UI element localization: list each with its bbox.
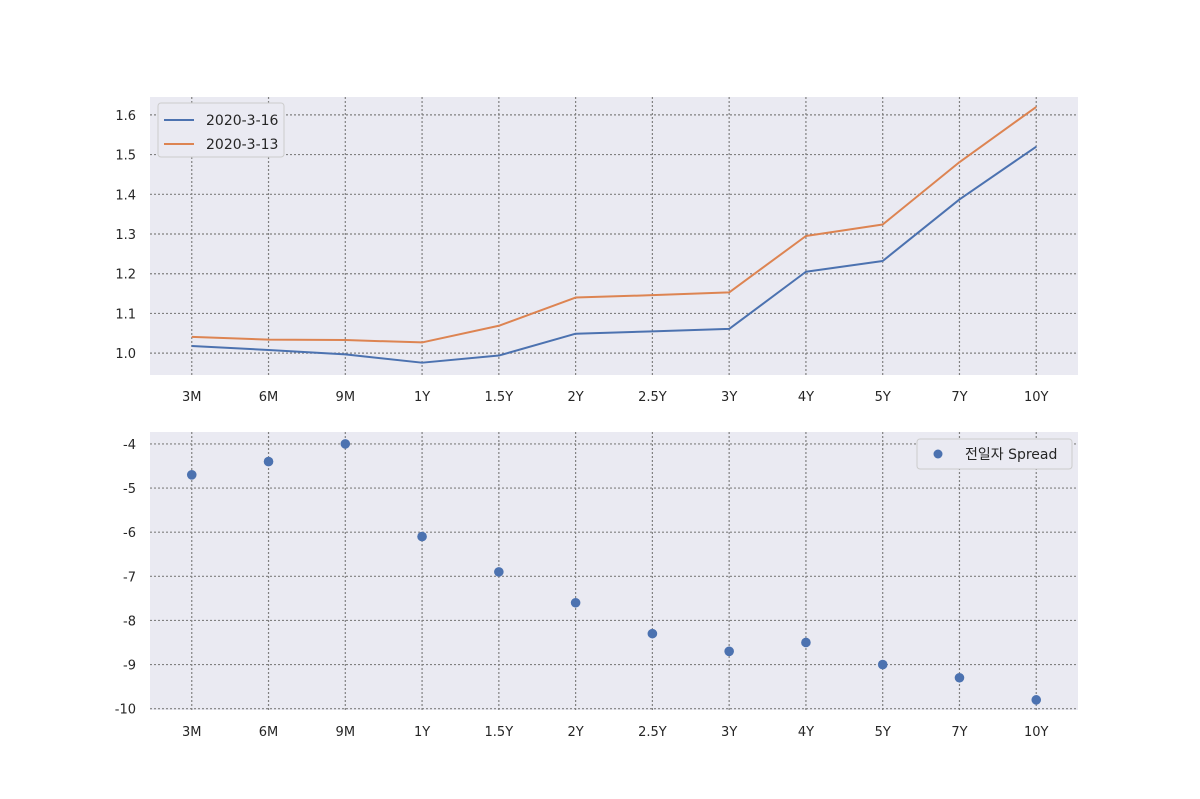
x-tick-label-2y: 2Y	[568, 390, 584, 405]
legend-label-series-1: 2020-3-16	[206, 113, 279, 129]
spread-scatter-chart: 3M 6M 9M 1Y 1.5Y 2Y 2.5Y 3Y 4Y 5Y 7Y 10Y -10-9-8-7-…	[115, 432, 1078, 740]
x-tick-label-6m: 6M	[259, 725, 279, 740]
legend-label-series-2: 2020-3-13	[206, 137, 278, 153]
x-tick-label-10y: 10Y	[1024, 390, 1049, 405]
x-tick-label-4y: 4Y	[798, 390, 814, 405]
x-tick-label-3y: 3Y	[721, 725, 737, 740]
x-tick-labels: 3M 6M 9M 1Y 1.5Y 2Y 2.5Y 3Y 4Y 5Y 7Y 10Y	[182, 390, 1049, 405]
y-tick-labels: 1.0 1.1 1.2 1.3 1.4 1.5 1.6	[115, 109, 136, 362]
y-tick-label: -9	[123, 659, 136, 674]
data-point-1y	[417, 531, 427, 542]
x-tick-label-6m: 6M	[259, 390, 279, 405]
y-tick-label: -10	[115, 703, 136, 718]
y-tick-label: -6	[123, 526, 136, 541]
legend-label-series-1: 전일자 Spread	[965, 447, 1057, 463]
data-point-2y	[570, 597, 581, 608]
legend: 2020-3-16 2020-3-13	[157, 102, 285, 158]
series-group	[191, 106, 1037, 364]
x-tick-label-9m: 9M	[336, 390, 356, 405]
legend-box	[916, 438, 1073, 470]
y-tick-label: 1.5	[115, 149, 136, 164]
data-point-3m	[186, 470, 197, 480]
y-tick-label: 1.3	[115, 228, 136, 243]
x-tick-label-9m: 9M	[336, 725, 356, 740]
data-point-1-5y	[494, 567, 504, 577]
data-point-5y	[877, 659, 888, 670]
x-tick-label-5y: 5Y	[875, 390, 891, 405]
y-tick-label: -5	[123, 482, 136, 497]
legend: 전일자 Spread	[916, 438, 1073, 470]
plot-area-background	[150, 432, 1078, 710]
data-point-3y	[724, 646, 734, 657]
y-tick-label: 1.6	[115, 109, 136, 124]
data-point-4y	[801, 637, 811, 648]
y-tick-labels: -10 -9 -8 -7 -6 -5 -4	[115, 438, 136, 718]
x-tick-label-1-5y: 1.5Y	[485, 725, 514, 740]
y-tick-label: 1.1	[115, 307, 136, 322]
x-tick-label-7y: 7Y	[951, 725, 967, 740]
x-tick-label-7y: 7Y	[951, 390, 967, 405]
x-tick-label-1-5y: 1.5Y	[485, 390, 514, 405]
x-tick-label-4y: 4Y	[798, 725, 814, 740]
data-point-10y	[1031, 695, 1042, 705]
grid-lines	[150, 97, 1078, 375]
data-point-9m	[340, 439, 351, 449]
y-tick-label: 1.0	[115, 347, 136, 362]
yield-curve-chart: 3M 6M 9M 1Y 1.5Y 2Y 2.5Y 3Y 4Y 5Y 7Y 10Y 1.01.11.21…	[115, 97, 1078, 405]
x-tick-label-3m: 3M	[182, 725, 202, 740]
x-tick-label-1y: 1Y	[414, 390, 430, 405]
x-tick-label-3m: 3M	[182, 390, 202, 405]
series-line-1	[191, 145, 1037, 364]
series-line-2	[191, 106, 1037, 344]
y-tick-label: -4	[123, 438, 136, 453]
y-tick-label: -7	[123, 570, 136, 585]
y-tick-label: 1.2	[115, 268, 136, 283]
x-tick-label-2-5y: 2.5Y	[638, 390, 667, 405]
x-tick-label-5y: 5Y	[875, 725, 891, 740]
x-tick-label-3y: 3Y	[721, 390, 737, 405]
x-tick-label-2y: 2Y	[568, 725, 584, 740]
y-tick-label: 1.4	[115, 188, 136, 203]
data-point-6m	[263, 456, 274, 467]
x-tick-label-2-5y: 2.5Y	[638, 725, 667, 740]
plot-area-background	[150, 97, 1078, 375]
data-point-2-5y	[647, 628, 658, 639]
x-tick-label-1y: 1Y	[414, 725, 430, 740]
data-point-7y	[954, 672, 965, 683]
x-tick-labels: 3M 6M 9M 1Y 1.5Y 2Y 2.5Y 3Y 4Y 5Y 7Y 10Y	[182, 725, 1049, 740]
legend-marker-series-1	[933, 449, 943, 459]
x-tick-label-10y: 10Y	[1024, 725, 1049, 740]
y-tick-label: -8	[123, 614, 136, 629]
series-group	[186, 439, 1042, 705]
